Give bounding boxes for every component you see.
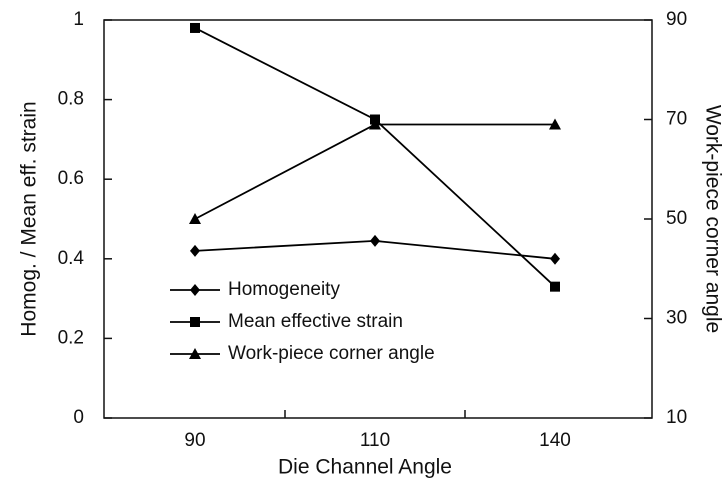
marker bbox=[550, 252, 560, 265]
marker bbox=[370, 234, 380, 247]
marker bbox=[189, 348, 201, 359]
y-tick-label: 0.2 bbox=[58, 327, 84, 348]
marker bbox=[190, 317, 200, 327]
marker bbox=[189, 213, 201, 224]
y-tick-label: 0.4 bbox=[58, 248, 85, 269]
y-tick-label: 0.6 bbox=[58, 168, 84, 189]
y-axis-label: Homog. / Mean eff. strain bbox=[18, 101, 41, 336]
x-tick-label: 90 bbox=[184, 430, 205, 451]
legend-label: Work-piece corner angle bbox=[228, 343, 435, 364]
x-tick-label: 110 bbox=[360, 430, 390, 451]
y-tick-label: 1 bbox=[73, 9, 84, 30]
x-tick-label: 140 bbox=[539, 430, 571, 451]
y2-tick-label: 70 bbox=[666, 109, 687, 130]
legend-label: Mean effective strain bbox=[228, 311, 403, 332]
marker bbox=[190, 22, 200, 33]
y2-tick-label: 30 bbox=[666, 308, 687, 329]
marker bbox=[549, 118, 561, 130]
y2-tick-label: 50 bbox=[666, 208, 687, 229]
y-tick-label: 0.8 bbox=[58, 89, 84, 110]
marker bbox=[190, 244, 200, 257]
y2-tick-label: 10 bbox=[666, 407, 687, 428]
marker bbox=[369, 118, 381, 130]
y-tick-label: 0 bbox=[73, 407, 84, 428]
y2-tick-label: 90 bbox=[666, 9, 687, 30]
y2-axis-label: Work-piece corner angle bbox=[701, 105, 724, 333]
marker bbox=[190, 284, 200, 296]
x-axis-label: Die Channel Angle bbox=[278, 456, 452, 479]
series-line bbox=[194, 123, 555, 220]
legend-label: Homogeneity bbox=[228, 279, 340, 300]
marker bbox=[550, 281, 560, 292]
